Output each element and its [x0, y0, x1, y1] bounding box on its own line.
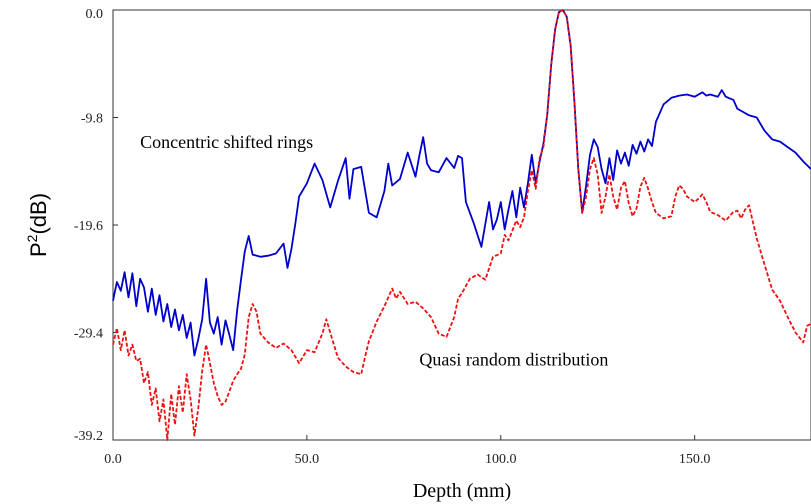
- y-axis-title-unit: (dB): [26, 193, 51, 235]
- y-tick-label: -39.2: [74, 429, 103, 444]
- series-line-0: [112, 9, 811, 357]
- y-tick-label: 0.0: [86, 7, 104, 22]
- x-tick-label: 150.0: [679, 452, 711, 467]
- y-axis-title-superscript: 2: [24, 234, 40, 242]
- annotation-layer: Concentric shifted rings Quasi random dis…: [140, 132, 608, 369]
- x-axis-ticks: 0.0 50.0 100.0 150.0: [104, 435, 710, 467]
- plot-frame: [112, 9, 811, 441]
- annotation-label: Concentric shifted rings: [140, 132, 313, 152]
- series-line-1: [112, 9, 811, 441]
- annotation-label: Quasi random distribution: [419, 349, 608, 369]
- y-tick-label: -19.6: [74, 219, 103, 234]
- x-tick-label: 0.0: [104, 452, 122, 467]
- series-layer: [112, 9, 811, 441]
- y-tick-label: -29.4: [74, 327, 103, 342]
- x-axis-title: Depth (mm): [413, 480, 511, 502]
- y-tick-label: -9.8: [81, 112, 103, 127]
- x-tick-label: 100.0: [485, 452, 517, 467]
- x-tick-label: 50.0: [295, 452, 320, 467]
- y-axis-ticks: 0.0 -9.8 -19.6 -29.4 -39.2: [74, 7, 118, 444]
- y-axis-title-base: P: [26, 242, 51, 257]
- y-axis-title: P2(dB): [24, 193, 51, 257]
